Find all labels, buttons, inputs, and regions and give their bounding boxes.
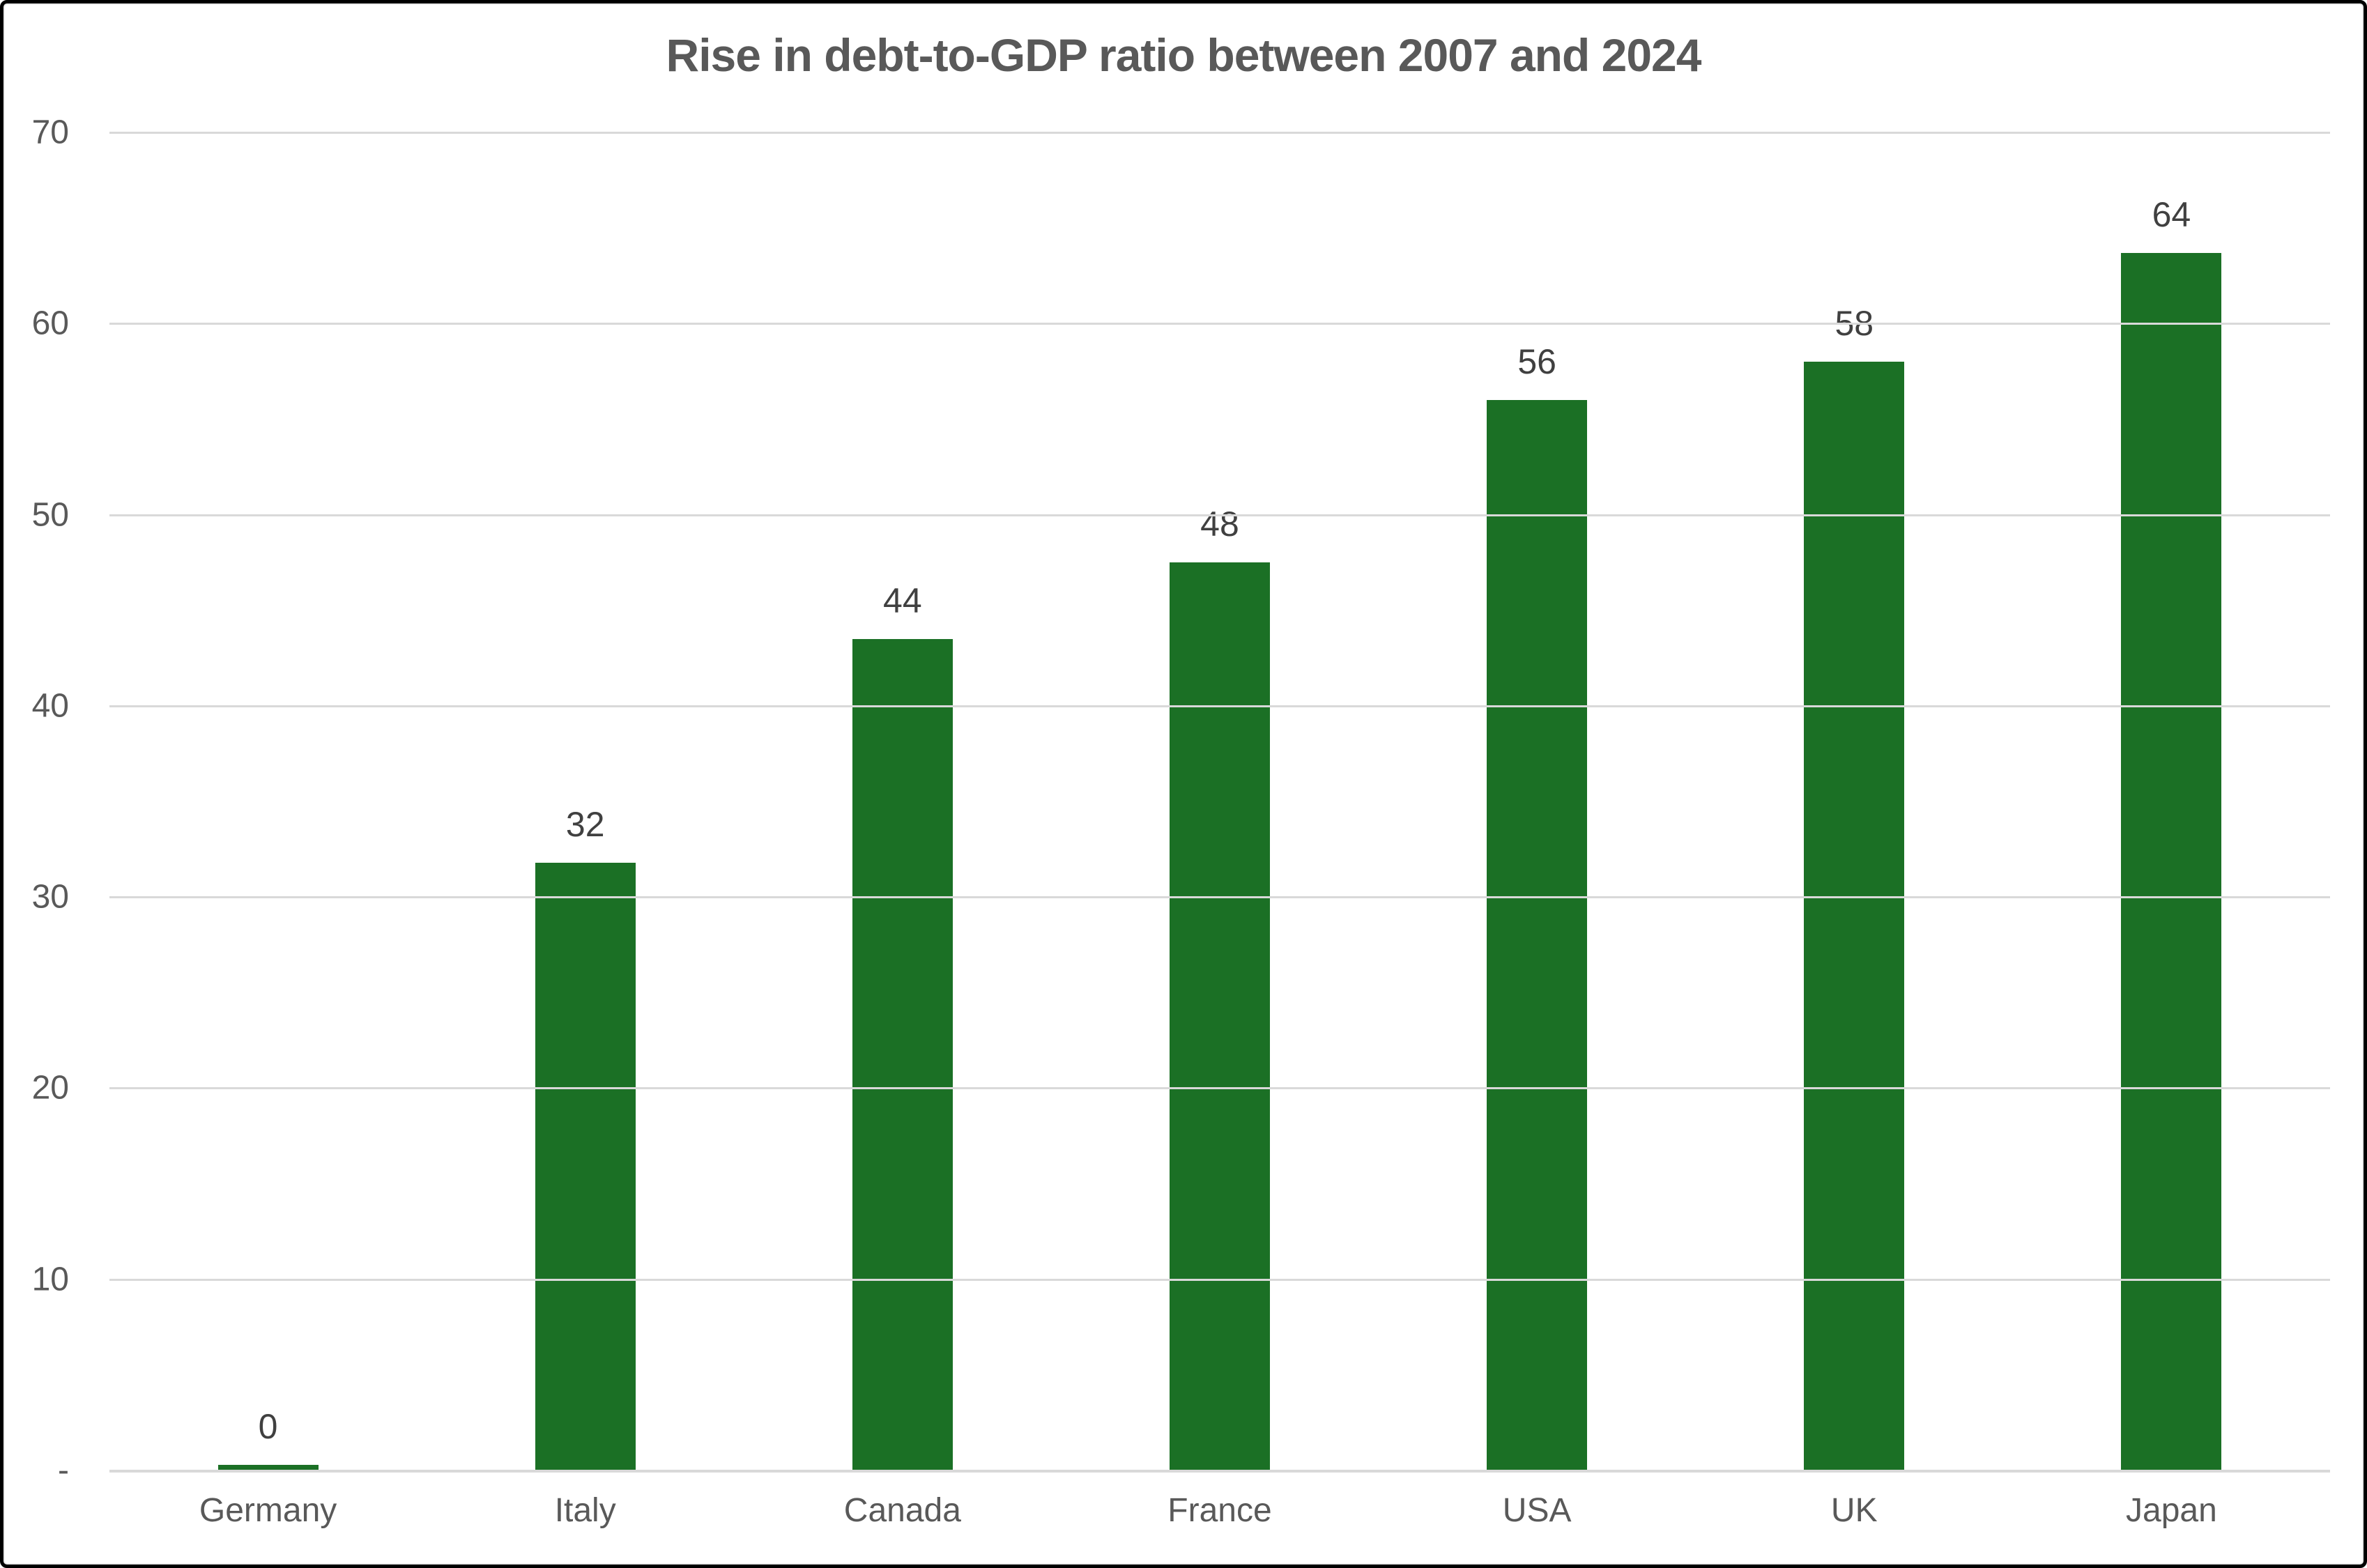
bar-column: 64 <box>2013 132 2330 1470</box>
gridline <box>109 705 2330 707</box>
y-axis-label: 50 <box>31 496 69 534</box>
x-axis-label: USA <box>1502 1492 1572 1529</box>
gridline <box>109 132 2330 134</box>
chart-title: Rise in debt-to-GDP ratio between 2007 a… <box>666 29 1702 81</box>
x-axis-label: France <box>1167 1492 1272 1529</box>
x-axis-label: Italy <box>554 1492 616 1529</box>
bar-value-label: 48 <box>1200 505 1239 544</box>
bar-value-label: 44 <box>883 581 922 620</box>
bar-column: 56 <box>1379 132 1696 1470</box>
y-axis-label: 30 <box>31 878 69 916</box>
bar-value-label: 56 <box>1517 342 1556 381</box>
gridline <box>109 323 2330 325</box>
x-axis-label: UK <box>1830 1492 1878 1529</box>
plot-area: 0 32 44 48 56 58 64 <box>109 132 2330 1473</box>
bar <box>852 638 953 1470</box>
bar <box>217 1464 319 1470</box>
gridline <box>109 1087 2330 1090</box>
bar-column: 0 <box>109 132 427 1470</box>
y-axis-label: - <box>58 1452 69 1489</box>
y-axis-label: 70 <box>31 114 69 151</box>
y-axis: - 10 20 30 40 50 60 70 <box>3 114 94 1489</box>
bar-value-label: 0 <box>258 1406 278 1446</box>
bar <box>535 862 636 1470</box>
y-axis-label: 40 <box>31 687 69 725</box>
bar <box>1169 562 1270 1470</box>
bar-columns: 0 32 44 48 56 58 64 <box>109 132 2330 1470</box>
bar-value-label: 32 <box>565 804 605 844</box>
y-axis-label: 10 <box>31 1261 69 1298</box>
x-axis: Germany Italy Canada France USA UK Japan <box>109 1491 2330 1530</box>
bar-column: 48 <box>1061 132 1378 1470</box>
y-axis-label: 20 <box>31 1069 69 1107</box>
y-axis-label: 60 <box>31 305 69 342</box>
bar <box>1487 400 1588 1470</box>
gridline <box>109 1278 2330 1281</box>
bar-column: 32 <box>427 132 744 1470</box>
bar <box>2121 252 2222 1470</box>
bar-column: 58 <box>1696 132 2013 1470</box>
gridline <box>109 514 2330 516</box>
x-axis-label: Canada <box>843 1492 961 1529</box>
bar-value-label: 64 <box>2152 194 2191 234</box>
x-axis-label: Germany <box>199 1492 337 1529</box>
x-axis-label: Japan <box>2126 1492 2217 1529</box>
x-axis-baseline <box>109 1470 2330 1473</box>
bar-column: 44 <box>744 132 1061 1470</box>
bar <box>1804 362 1905 1470</box>
gridline <box>109 896 2330 899</box>
